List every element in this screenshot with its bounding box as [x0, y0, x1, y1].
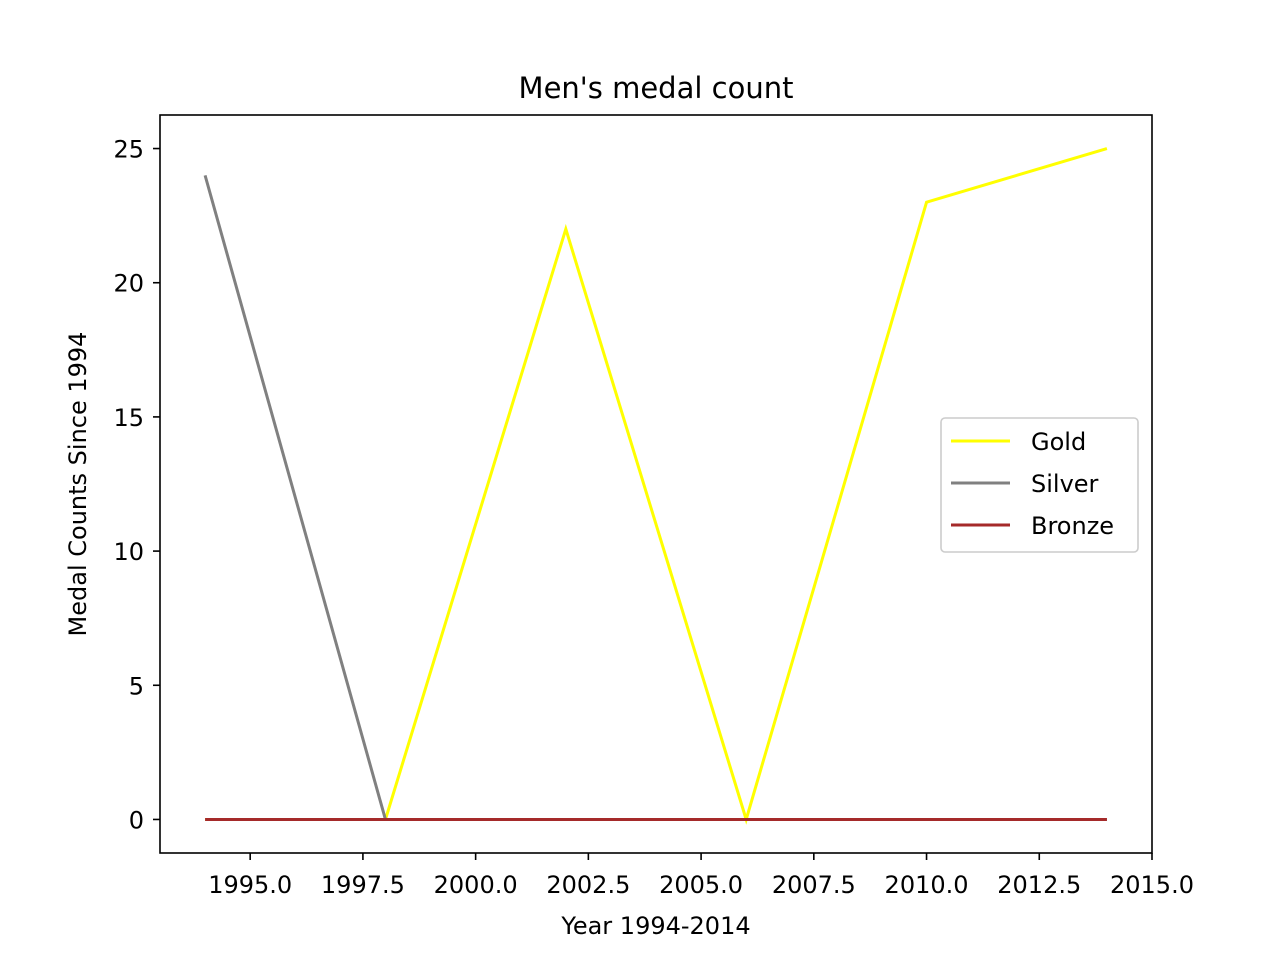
y-tick-label: 20: [113, 270, 144, 298]
x-tick-label: 2012.5: [997, 871, 1081, 899]
legend-label-bronze: Bronze: [1031, 512, 1114, 540]
legend: Gold Silver Bronze: [941, 418, 1138, 552]
y-tick-label: 0: [129, 806, 144, 834]
x-tick-label: 2015.0: [1110, 871, 1194, 899]
x-tick-label: 2010.0: [885, 871, 969, 899]
y-tick-label: 10: [113, 538, 144, 566]
x-tick-label: 2000.0: [434, 871, 518, 899]
x-tick-label: 2002.5: [546, 871, 630, 899]
x-tick-label: 2005.0: [659, 871, 743, 899]
y-tick-label: 5: [129, 672, 144, 700]
x-tick-label: 2007.5: [772, 871, 856, 899]
y-tick-label: 25: [113, 136, 144, 164]
y-tick-label: 15: [113, 404, 144, 432]
legend-label-silver: Silver: [1031, 470, 1099, 498]
x-tick-label: 1997.5: [321, 871, 405, 899]
y-axis-title: Medal Counts Since 1994: [64, 332, 92, 637]
x-axis-title: Year 1994-2014: [560, 912, 750, 940]
chart-title: Men's medal count: [519, 71, 794, 105]
legend-label-gold: Gold: [1031, 428, 1086, 456]
x-tick-label: 1995.0: [208, 871, 292, 899]
